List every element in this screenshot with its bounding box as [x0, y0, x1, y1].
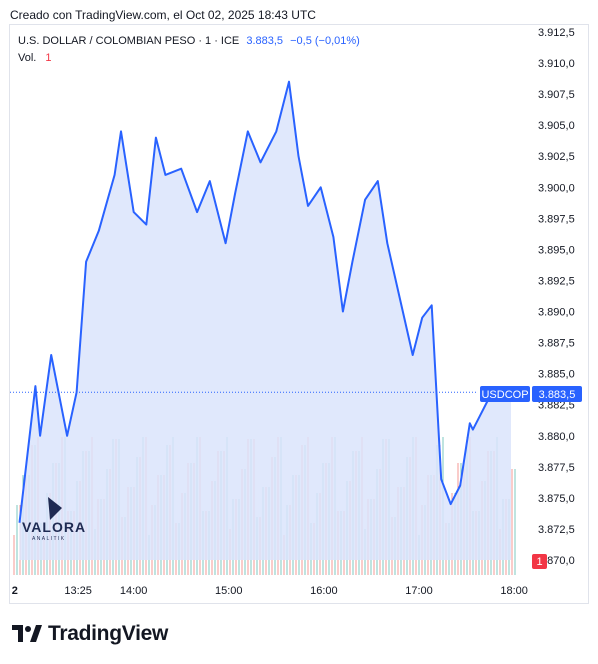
volume-badge: 1: [532, 554, 547, 569]
y-tick-label: 3.897,5: [538, 213, 575, 225]
volume-badge-label: 1: [536, 556, 542, 568]
y-tick-label: 3.907,5: [538, 89, 575, 101]
tradingview-logo[interactable]: TradingView: [12, 622, 169, 645]
price-area-fill: [19, 81, 511, 560]
x-axis: 2 13:25 14:00 15:00 16:00 17:00 18:00: [12, 585, 528, 597]
tradingview-logo-text: TradingView: [48, 622, 169, 645]
ticker-badge: USDCOP: [480, 386, 530, 402]
y-tick-label: 3.895,0: [538, 244, 575, 256]
y-tick-label: 3.870,0: [538, 555, 575, 567]
y-tick-label: 3.905,0: [538, 120, 575, 132]
y-tick-label: 3.902,5: [538, 151, 575, 163]
y-tick-label: 3.880,0: [538, 431, 575, 443]
x-tick-label: 14:00: [120, 585, 148, 597]
valora-logo: VALORA ANALITIK: [22, 497, 86, 542]
symbol-legend: U.S. DOLLAR / COLOMBIAN PESO · 1 · ICE 3…: [18, 35, 360, 47]
x-tick-label: 16:00: [310, 585, 338, 597]
x-tick-label: 17:00: [405, 585, 433, 597]
y-tick-label: 3.882,5: [538, 400, 575, 412]
y-tick-label: 3.892,5: [538, 275, 575, 287]
last-price-badge: 3.883,5: [532, 386, 582, 402]
last-price-badge-label: 3.883,5: [539, 389, 576, 401]
x-tick-label: 18:00: [500, 585, 528, 597]
y-tick-label: 3.885,0: [538, 369, 575, 381]
x-tick-label: 13:25: [64, 585, 92, 597]
x-tick-label: 2: [12, 585, 18, 597]
chart-caption: Creado con TradingView.com, el Oct 02, 2…: [10, 8, 316, 22]
tradingview-logo-icon: [12, 625, 42, 642]
x-tick-label: 15:00: [215, 585, 243, 597]
valora-logo-text: VALORA: [22, 519, 86, 535]
valora-logo-mark: [48, 497, 62, 520]
volume-value: 1: [45, 52, 52, 64]
y-tick-label: 3.890,0: [538, 307, 575, 319]
y-tick-label: 3.875,0: [538, 493, 575, 505]
legend-last-price: 3.883,5: [246, 35, 284, 47]
y-tick-label: 3.872,5: [538, 524, 575, 536]
y-tick-label: 3.910,0: [538, 58, 575, 70]
y-tick-label: 3.900,0: [538, 182, 575, 194]
valora-logo-tagline: ANALITIK: [32, 536, 65, 542]
symbol-name: U.S. DOLLAR / COLOMBIAN PESO · 1 · ICE: [18, 35, 240, 47]
y-tick-label: 3.912,5: [538, 27, 575, 39]
y-tick-label: 3.877,5: [538, 462, 575, 474]
ticker-badge-label: USDCOP: [481, 389, 528, 401]
price-line: [18, 80, 512, 523]
volume-label: Vol.: [18, 52, 37, 64]
legend-change: −0,5 (−0,01%): [290, 35, 360, 47]
y-tick-label: 3.887,5: [538, 338, 575, 350]
chart-frame: [9, 24, 589, 604]
volume-legend: Vol. 1: [18, 52, 52, 64]
y-axis: 3.912,5 3.910,0 3.907,5 3.905,0 3.902,5 3.900…: [538, 27, 575, 567]
